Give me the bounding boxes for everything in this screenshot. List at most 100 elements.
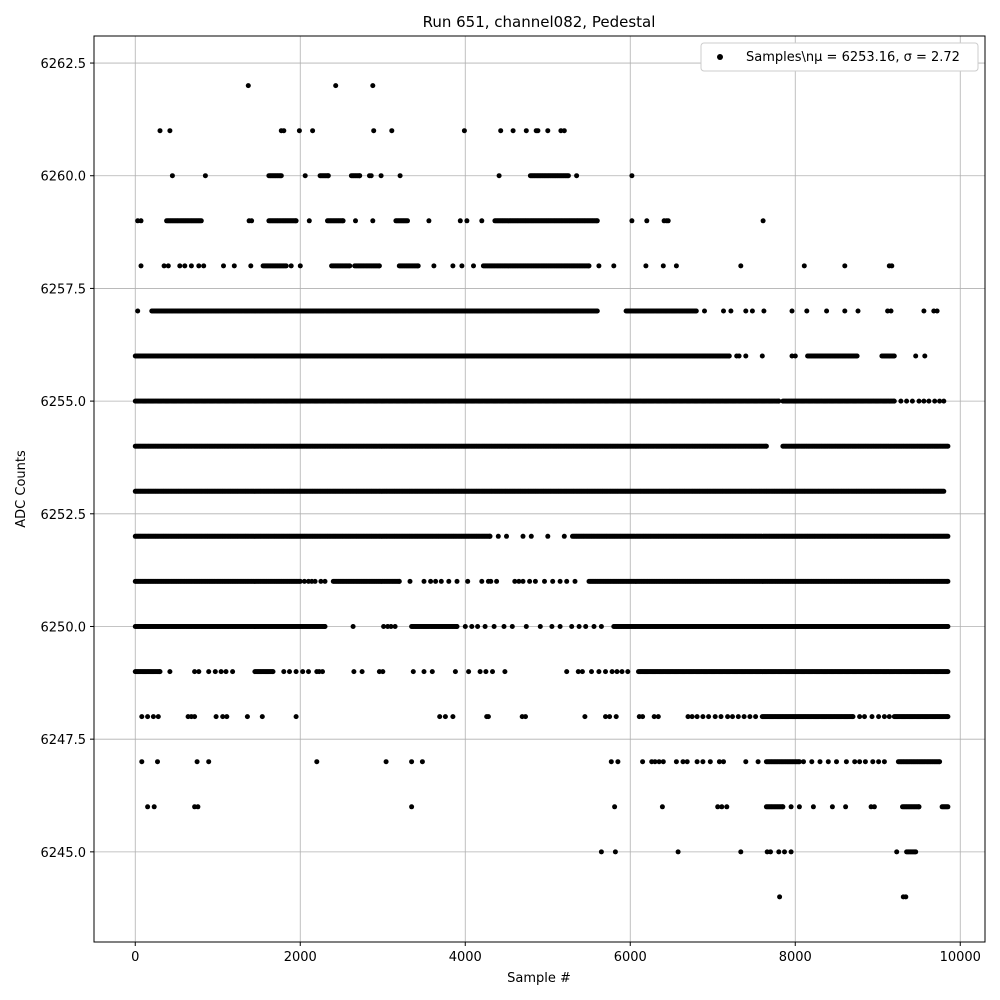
data-point (565, 173, 571, 179)
data-point (454, 578, 460, 584)
data-point (487, 533, 493, 539)
data-point (824, 308, 830, 314)
data-point (138, 263, 144, 269)
data-point (431, 263, 437, 269)
data-point (504, 533, 509, 539)
data-point (743, 353, 749, 359)
data-point (520, 578, 526, 584)
data-point (842, 263, 848, 269)
data-point (426, 218, 432, 224)
data-point (532, 578, 538, 584)
data-point (325, 173, 331, 179)
data-point (660, 263, 666, 269)
data-point (221, 263, 226, 269)
data-point (721, 308, 726, 314)
data-point (306, 218, 312, 224)
data-point (693, 308, 699, 314)
data-point (542, 578, 547, 584)
data-point (545, 533, 551, 539)
data-point (498, 128, 504, 134)
data-point (804, 308, 810, 314)
data-point (464, 218, 470, 224)
data-point (702, 308, 707, 314)
data-point (350, 624, 356, 629)
data-point (297, 263, 303, 269)
data-point (333, 83, 339, 89)
data-point (392, 624, 398, 629)
data-point (459, 263, 465, 269)
data-point (776, 398, 782, 404)
data-point (594, 308, 600, 314)
data-point (312, 578, 318, 584)
data-point (594, 218, 600, 224)
data-point (759, 353, 765, 359)
data-point (520, 533, 526, 539)
data-point (945, 578, 951, 584)
data-point (891, 353, 897, 359)
data-point (855, 308, 861, 314)
data-point (644, 218, 650, 224)
data-point (926, 398, 932, 404)
data-point (611, 263, 617, 269)
data-point (564, 578, 570, 584)
data-point (396, 578, 402, 584)
data-point (397, 173, 403, 179)
data-point (157, 128, 163, 134)
data-point (135, 308, 141, 314)
data-point (182, 263, 188, 269)
data-point (479, 218, 485, 224)
data-point (898, 398, 904, 404)
data-point (561, 128, 567, 134)
data-point (202, 173, 208, 179)
data-point (415, 263, 421, 269)
data-point (371, 128, 377, 134)
data-point (792, 353, 798, 359)
data-point (370, 218, 376, 224)
data-point (496, 173, 502, 179)
data-point (302, 173, 308, 179)
data-point (471, 263, 476, 269)
data-point (557, 578, 563, 584)
data-point (550, 578, 556, 584)
data-point (347, 263, 353, 269)
data-point (293, 218, 299, 224)
data-point (433, 578, 439, 584)
data-point (457, 218, 463, 224)
data-point (545, 128, 551, 134)
data-point (574, 173, 580, 179)
data-point (421, 578, 427, 584)
data-point (281, 128, 287, 134)
data-point (370, 83, 376, 89)
data-point (378, 173, 384, 179)
data-point (932, 398, 938, 404)
data-point (726, 353, 732, 359)
data-point (428, 578, 434, 584)
data-point (934, 308, 940, 314)
data-point (527, 578, 533, 584)
data-point (461, 128, 467, 134)
data-point (763, 443, 769, 449)
data-point (278, 173, 284, 179)
data-point (248, 263, 254, 269)
data-point (523, 128, 529, 134)
data-point (296, 128, 302, 134)
data-point (528, 533, 534, 539)
data-point (494, 578, 500, 584)
data-point (945, 533, 951, 539)
data-point (249, 218, 255, 224)
data-point (789, 308, 795, 314)
data-point (488, 578, 494, 584)
data-point (904, 398, 910, 404)
data-point (283, 263, 289, 269)
data-point (854, 353, 860, 359)
data-point (535, 128, 541, 134)
data-point (913, 353, 919, 359)
data-point (138, 218, 144, 224)
data-points (132, 83, 951, 900)
data-point (322, 578, 328, 584)
data-point (446, 578, 452, 584)
data-point (376, 263, 382, 269)
data-point (909, 398, 915, 404)
data-point (196, 263, 202, 269)
